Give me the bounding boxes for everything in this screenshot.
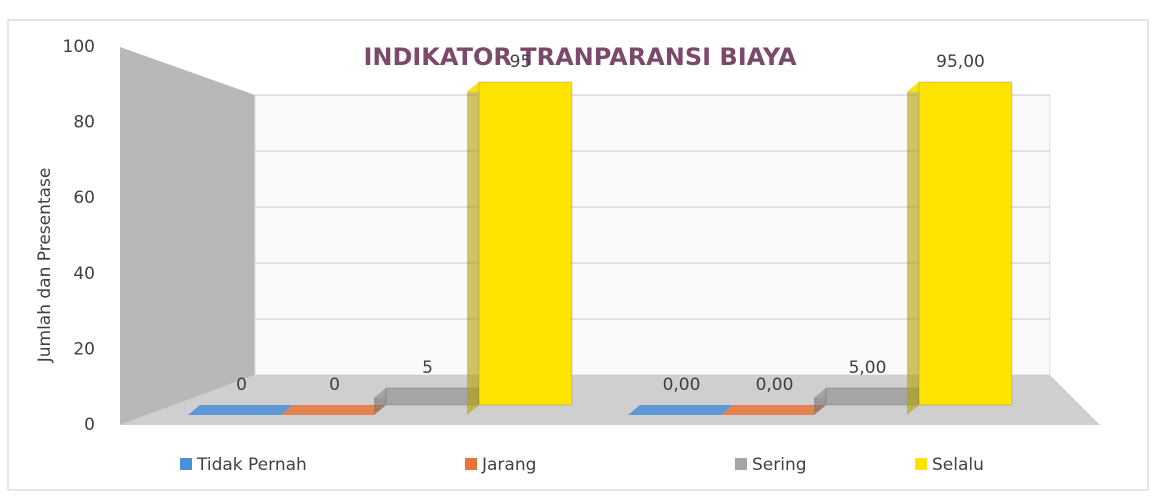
left-wall (120, 47, 255, 425)
bar-face (721, 405, 826, 415)
legend-swatch (915, 458, 927, 470)
data-label: 0 (236, 375, 247, 395)
data-label: 95 (510, 52, 532, 72)
bar (188, 405, 293, 415)
bar (907, 81, 1013, 415)
bar-face (918, 81, 1013, 406)
legend-label: Tidak Pernah (196, 455, 307, 475)
y-tick-label: 20 (73, 339, 95, 359)
bar-face (825, 387, 920, 406)
bar (374, 387, 480, 415)
data-label: 5 (422, 358, 433, 378)
y-axis-label: Jumlah dan Presentase (35, 168, 55, 364)
legend-label: Jarang (481, 455, 536, 475)
chart-title: INDIKATOR TRANPARANSI BIAYA (363, 43, 797, 71)
bar-face (907, 82, 919, 415)
bar (628, 405, 733, 415)
bar-face (188, 405, 293, 415)
y-tick-label: 80 (73, 113, 95, 133)
legend-swatch (735, 458, 747, 470)
y-tick-label: 60 (73, 188, 95, 208)
bar (467, 81, 573, 415)
legend-label: Selalu (932, 455, 984, 475)
data-label: 0,00 (663, 375, 701, 395)
bar-face (467, 82, 479, 415)
y-tick-label: 100 (63, 37, 95, 57)
bar-face (281, 405, 386, 415)
y-tick-label: 0 (84, 415, 95, 435)
data-label: 0 (329, 375, 340, 395)
bar-face (628, 405, 733, 415)
frame (7, 19, 1149, 491)
data-label: 95,00 (936, 52, 985, 72)
legend-swatch (465, 458, 477, 470)
bar-face (385, 387, 480, 406)
bar (281, 405, 386, 415)
y-tick-label: 40 (73, 264, 95, 284)
bar (814, 387, 920, 415)
data-label: 5,00 (849, 358, 887, 378)
data-label: 0,00 (756, 375, 794, 395)
bar-face (478, 81, 573, 406)
bar (721, 405, 826, 415)
legend-label: Sering (752, 455, 807, 475)
legend-swatch (180, 458, 192, 470)
